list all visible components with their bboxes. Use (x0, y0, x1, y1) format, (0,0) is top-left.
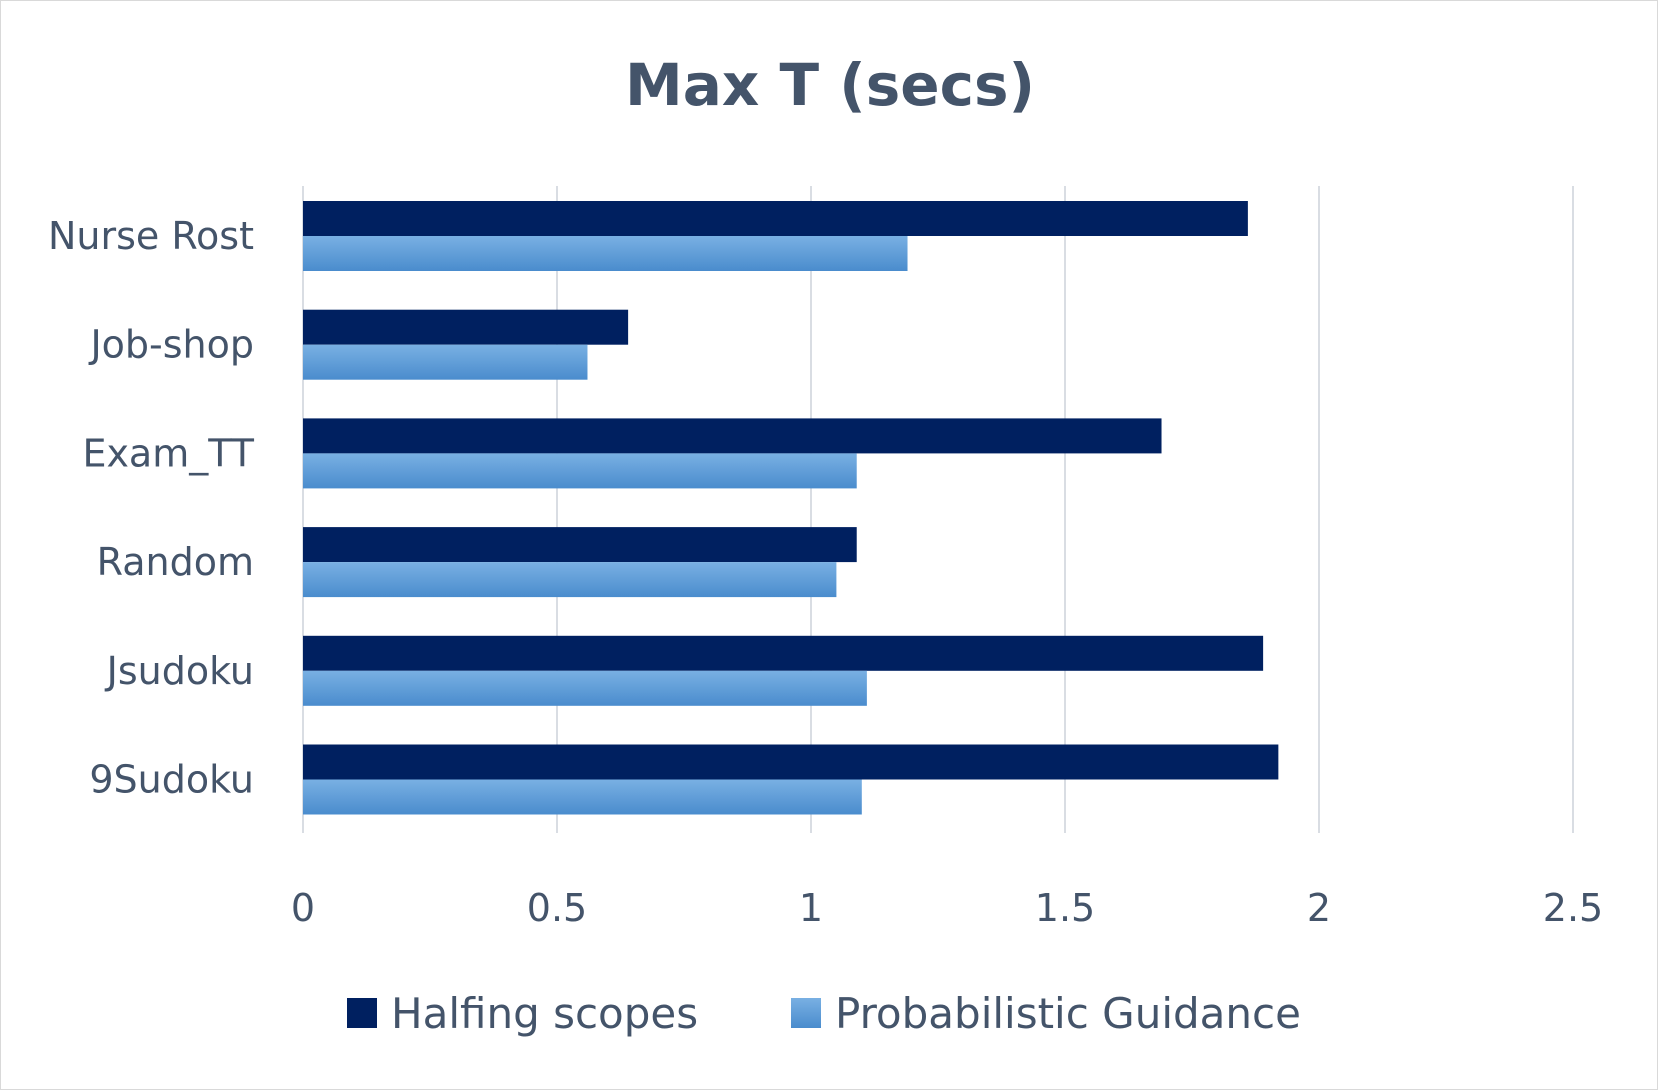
bar-exam-tt-series-1 (303, 453, 857, 489)
legend-swatch-0 (347, 998, 377, 1028)
gridlines (302, 186, 1574, 833)
x-tick-label-1: 0.5 (527, 886, 587, 930)
bars (303, 201, 1279, 815)
bar-jsudoku-series-0 (303, 635, 1264, 671)
bar-random-series-0 (303, 527, 857, 563)
legend-swatch-1 (791, 998, 821, 1028)
bar-nurse-rost-series-0 (303, 201, 1248, 236)
chart-title: Max T (secs) (625, 51, 1035, 119)
x-tick-label-0: 0 (291, 886, 315, 930)
category-label-0: Nurse Rost (48, 214, 254, 258)
category-label-3: Random (97, 540, 254, 584)
category-label-1: Job-shop (88, 323, 254, 367)
legend-label-1: Probabilistic Guidance (835, 989, 1301, 1038)
bar-job-shop-series-1 (303, 344, 588, 380)
category-label-4: Jsudoku (105, 649, 254, 693)
x-tick-label-5: 2.5 (1543, 886, 1603, 930)
bar-nurse-rost-series-1 (303, 236, 908, 271)
bar-9sudoku-series-1 (303, 779, 862, 815)
x-tick-labels: 0 0.5 1 1.5 2 2.5 (291, 886, 1603, 930)
bar-exam-tt-series-0 (303, 418, 1162, 454)
legend: Halfing scopes Probabilistic Guidance (347, 989, 1301, 1038)
category-label-2: Exam_TT (82, 431, 254, 475)
x-tick-label-2: 1 (799, 886, 823, 930)
bar-random-series-1 (303, 562, 837, 598)
bar-jsudoku-series-1 (303, 670, 867, 706)
bar-9sudoku-series-0 (303, 744, 1279, 780)
x-tick-label-3: 1.5 (1035, 886, 1095, 930)
category-labels: Nurse Rost Job-shop Exam_TT Random Jsudoku 9S… (48, 214, 255, 802)
x-tick-label-4: 2 (1307, 886, 1331, 930)
bar-job-shop-series-0 (303, 309, 629, 345)
category-label-5: 9Sudoku (89, 758, 254, 802)
legend-label-0: Halfing scopes (391, 989, 698, 1038)
